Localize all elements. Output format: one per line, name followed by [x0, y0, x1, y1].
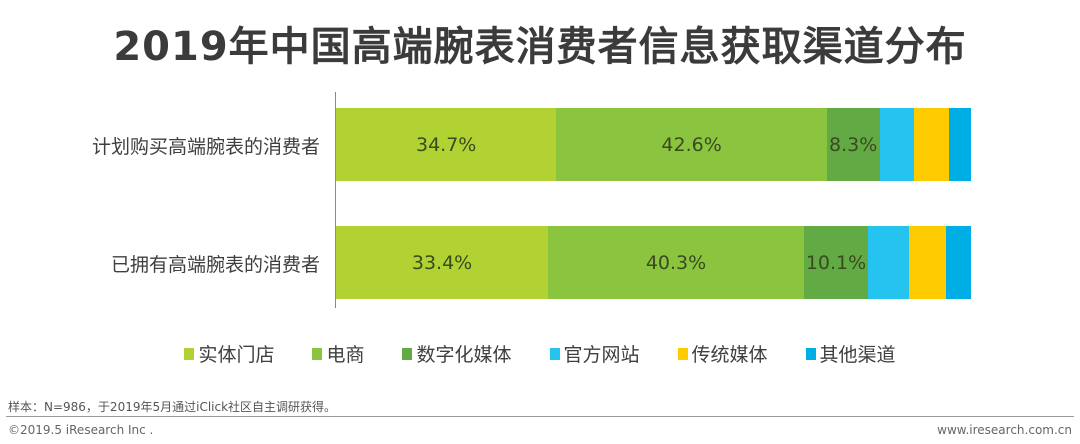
chart-title: 2019年中国高端腕表消费者信息获取渠道分布: [113, 24, 967, 70]
row-label-owners: 已拥有高端腕表的消费者: [110, 254, 320, 276]
bar-segment: 8.3%: [826, 108, 880, 181]
legend-label: 官方网站: [563, 344, 640, 366]
website-text: www.iresearch.com.cn: [937, 423, 1072, 437]
legend-item: 官方网站: [549, 340, 640, 367]
legend-item: 其他渠道: [805, 340, 896, 367]
bar-segment: [868, 226, 910, 299]
legend-label: 电商: [326, 344, 365, 366]
legend-swatch-icon: [402, 347, 413, 360]
legend-label: 其他渠道: [819, 344, 896, 366]
bar-segment: 42.6%: [556, 108, 827, 181]
legend-item: 数字化媒体: [402, 340, 512, 367]
legend-swatch-icon: [184, 347, 195, 360]
row-label-planning: 计划购买高端腕表的消费者: [91, 136, 320, 158]
footer-divider: [6, 416, 1074, 417]
bar-segment: 34.7%: [336, 108, 557, 181]
legend-item: 实体门店: [184, 340, 274, 367]
bar-segment: [879, 108, 915, 181]
legend-item: 电商: [312, 340, 364, 367]
legend-label: 传统媒体: [691, 344, 768, 366]
legend-swatch-icon: [677, 347, 688, 360]
bar-segment: 40.3%: [548, 226, 804, 299]
bar-segment: [914, 108, 949, 181]
legend-label: 实体门店: [198, 344, 275, 366]
bar-segment: [946, 226, 971, 299]
bar-segment: [948, 108, 971, 181]
legend-label: 数字化媒体: [416, 344, 512, 366]
stacked-bar-planning: 34.7% 42.6% 8.3%: [336, 108, 971, 181]
legend-swatch-icon: [805, 347, 816, 360]
bar-segment: 10.1%: [803, 226, 869, 299]
chart-legend: 实体门店 电商 数字化媒体 官方网站 传统媒体 其他渠道: [0, 340, 1080, 367]
bar-segment: [909, 226, 947, 299]
y-axis-line: [335, 92, 336, 308]
copyright-text: ©2019.5 iResearch Inc .: [8, 423, 154, 437]
legend-swatch-icon: [549, 347, 560, 360]
stacked-bar-owners: 33.4% 40.3% 10.1%: [336, 226, 971, 299]
legend-item: 传统媒体: [677, 340, 768, 367]
sample-note: 样本：N=986，于2019年5月通过iClick社区自主调研获得。: [8, 400, 337, 414]
legend-swatch-icon: [312, 347, 323, 360]
bar-segment: 33.4%: [336, 226, 549, 299]
